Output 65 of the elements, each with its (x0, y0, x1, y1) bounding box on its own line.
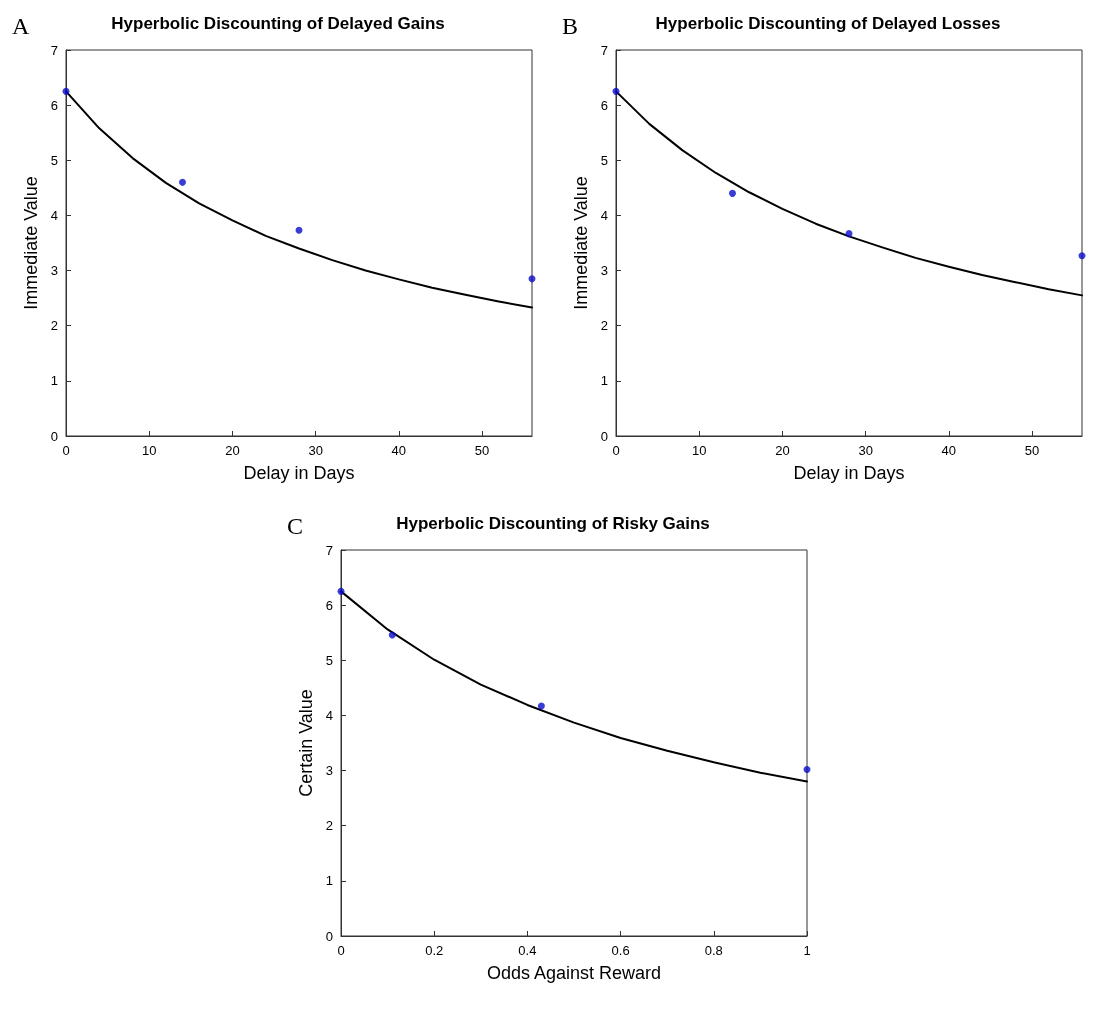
x-axis-title: Delay in Days (243, 463, 355, 483)
x-tick-label: 40 (941, 443, 957, 458)
y-tick-label: 7 (600, 42, 608, 58)
y-tick-label: 6 (50, 97, 58, 113)
point (803, 765, 811, 773)
point (1078, 252, 1086, 260)
point (537, 702, 545, 710)
x-tick-label: 40 (391, 443, 407, 458)
y-tick-label: 2 (600, 318, 608, 334)
point (612, 87, 620, 95)
x-tick-label: 10 (691, 443, 707, 458)
y-tick-label: 2 (325, 818, 333, 834)
x-axis-title: Odds Against Reward (486, 963, 662, 983)
x-tick-label: 0.8 (704, 943, 723, 958)
y-tick-label: 4 (325, 707, 333, 723)
point (179, 178, 186, 186)
text: A (12, 13, 30, 39)
point (388, 631, 396, 639)
point (337, 587, 345, 595)
x-tick-label: 0.4 (518, 943, 537, 958)
y-tick-label: 2 (50, 318, 58, 334)
point (845, 230, 853, 238)
chart-title: Hyperbolic Discounting of Delayed Gains (111, 14, 445, 33)
y-tick-label: 7 (325, 542, 333, 558)
x-tick-label: 1 (803, 943, 811, 958)
y-tick-label: 6 (325, 597, 333, 613)
y-tick-label: 0 (325, 928, 333, 944)
y-axis-title: Immediate Value (570, 176, 591, 310)
x-tick-label: 50 (1024, 443, 1040, 458)
x-tick-label: 10 (141, 443, 157, 458)
y-tick-label: 3 (50, 263, 58, 279)
y-tick-label: 0 (600, 428, 608, 444)
y-tick-label: 5 (325, 652, 333, 668)
y-tick-label: 6 (600, 97, 608, 113)
x-tick-label: 20 (225, 443, 240, 458)
y-tick-label: 4 (600, 207, 608, 223)
y-axis-title: Certain Value (295, 689, 316, 797)
text: C (287, 513, 304, 539)
point (729, 189, 736, 197)
x-tick-label: 30 (858, 443, 873, 458)
x-tick-label: 0 (337, 943, 345, 958)
y-tick-label: 3 (600, 263, 608, 279)
y-tick-label: 5 (50, 152, 58, 168)
x-tick-label: 20 (775, 443, 790, 458)
chart-title: Hyperbolic Discounting of Delayed Losses (655, 14, 1001, 33)
y-tick-label: 1 (325, 873, 333, 889)
y-tick-label: 0 (50, 428, 58, 444)
x-tick-label: 0 (612, 443, 620, 458)
y-axis-title: Immediate Value (20, 176, 41, 310)
x-tick-label: 0 (62, 443, 70, 458)
point (295, 226, 303, 234)
y-tick-label: 5 (600, 152, 608, 168)
x-tick-label: 50 (474, 443, 490, 458)
x-tick-label: 0.6 (611, 943, 630, 958)
x-tick-label: 0.2 (425, 943, 444, 958)
point (62, 87, 70, 95)
y-tick-label: 1 (600, 373, 608, 389)
y-tick-label: 7 (50, 42, 58, 58)
text: B (562, 13, 579, 39)
y-tick-label: 4 (50, 207, 58, 223)
chart-title: Hyperbolic Discounting of Risky Gains (396, 514, 710, 533)
y-tick-label: 3 (325, 763, 333, 779)
y-tick-label: 1 (50, 373, 58, 389)
x-axis-title: Delay in Days (793, 463, 905, 483)
x-tick-label: 30 (308, 443, 323, 458)
